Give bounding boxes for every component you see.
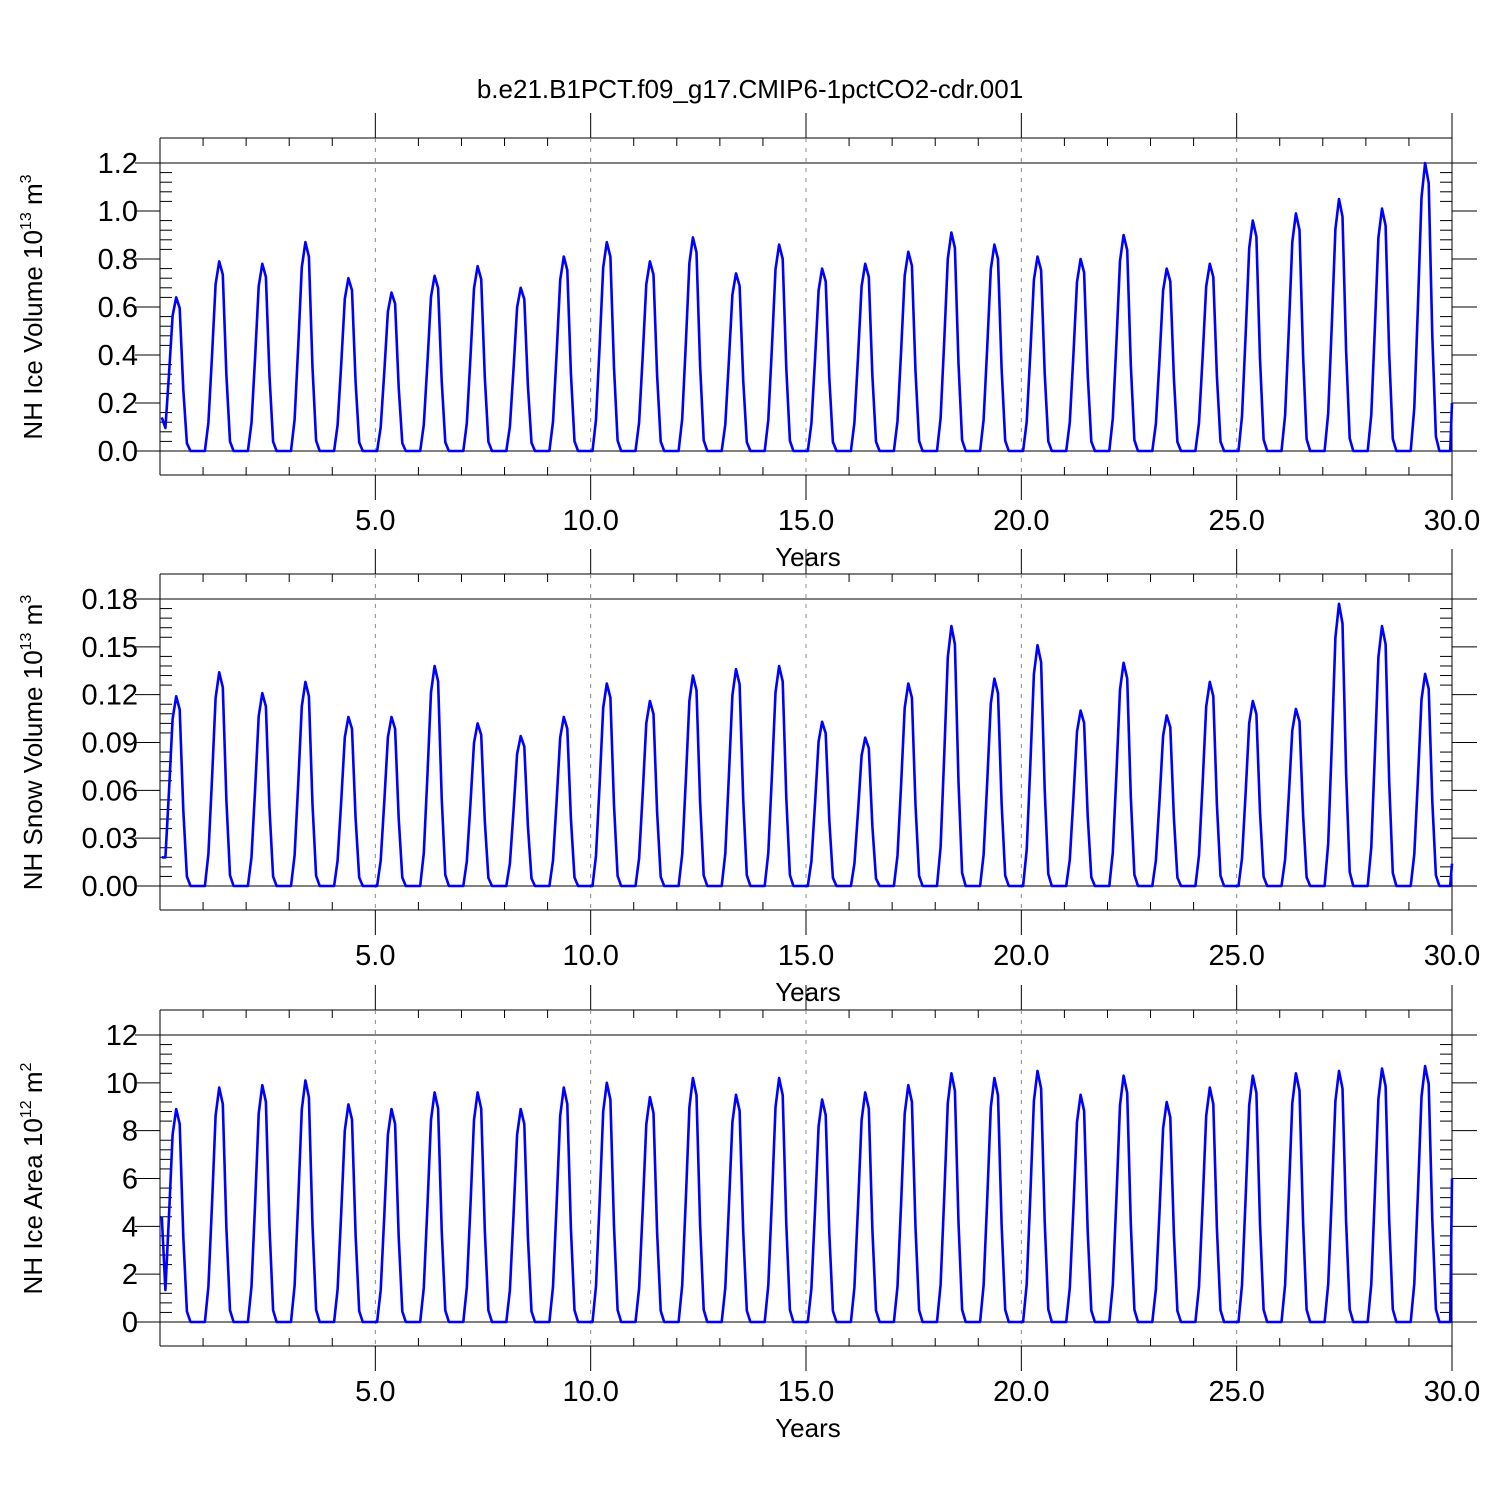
y-axis-label: NH Ice Volume 1013 m3 [18,174,48,439]
y-tick-label: 0.2 [98,388,138,420]
series-line [160,161,1454,453]
y-axis-label-part: 12 [18,1100,35,1118]
x-axis-label: Years [775,1413,841,1443]
x-axis-label: Years [775,542,841,572]
series-line [160,1064,1454,1324]
y-tick-label: 0.09 [82,728,138,760]
y-axis-label-part: m [18,1071,48,1100]
y-axis-label: NH Snow Volume 1013 m3 [18,595,48,891]
y-tick-label: 0.18 [82,584,138,616]
x-tick-label: 25.0 [1208,1376,1264,1408]
y-axis-label-part: NH Ice Area 10 [18,1118,48,1294]
chart-panel-2: 0.00 0.03 0.06 0.09 0.12 0.15 0.18 5.0 10.0 15.0 2… [18,549,1480,1007]
figure-title: b.e21.B1PCT.f09_g17.CMIP6-1pctCO2-cdr.00… [476,74,1024,104]
y-axis-label-part: 2 [18,1062,35,1071]
x-tick-label: 20.0 [993,940,1049,972]
y-tick-label: 0.03 [82,823,138,855]
y-axis-label-part: NH Snow Volume 10 [18,650,48,890]
x-tick-label: 10.0 [562,940,618,972]
y-axis-label: NH Ice Area 1012 m2 [18,1062,48,1294]
y-tick-label: 4 [122,1211,138,1243]
x-tick-label: 10.0 [562,505,618,537]
y-tick-label: 0.15 [82,632,138,664]
x-tick-label: 20.0 [993,505,1049,537]
y-tick-label: 0.0 [98,436,138,468]
y-tick-label: 1.0 [98,196,138,228]
x-tick-label: 25.0 [1208,940,1264,972]
x-tick-label: 20.0 [993,1376,1049,1408]
x-tick-label: 15.0 [778,1376,834,1408]
y-tick-label: 0.4 [98,340,138,372]
y-tick-label: 0.00 [82,871,138,903]
y-tick-label: 0 [122,1307,138,1339]
x-tick-label: 30.0 [1424,1376,1480,1408]
x-tick-label: 5.0 [355,505,395,537]
y-axis-label-part: m [18,604,48,633]
x-tick-label: 30.0 [1424,505,1480,537]
chart-panel-1: 0.0 0.2 0.4 0.6 0.8 1.0 1.2 5.0 10.0 15.0 20.0 25.0… [18,113,1480,572]
x-tick-label: 5.0 [355,940,395,972]
y-tick-label: 6 [122,1164,138,1196]
y-tick-label: 0.06 [82,775,138,807]
y-tick-label: 10 [106,1068,138,1100]
y-tick-label: 2 [122,1259,138,1291]
y-axis-label-part: 13 [18,212,35,230]
y-tick-label: 1.2 [98,148,138,180]
x-tick-label: 25.0 [1208,505,1264,537]
y-tick-label: 8 [122,1116,138,1148]
x-tick-label: 15.0 [778,505,834,537]
chart-panel-3: 0 2 4 6 8 10 12 5.0 10.0 15.0 20.0 25.0 30.0 Years NH … [18,985,1480,1443]
series-line [161,602,1454,888]
x-tick-label: 10.0 [562,1376,618,1408]
y-tick-label: 0.6 [98,292,138,324]
y-axis-label-part: 13 [18,632,35,650]
x-tick-label: 15.0 [778,940,834,972]
x-axis-label: Years [775,977,841,1007]
y-tick-label: 0.12 [82,680,138,712]
x-tick-label: 30.0 [1424,940,1480,972]
y-tick-label: 12 [106,1020,138,1052]
y-tick-label: 0.8 [98,244,138,276]
y-axis-label-part: m [18,183,48,212]
y-axis-label-part: NH Ice Volume 10 [18,230,48,440]
y-axis-label-part: 3 [18,595,35,604]
x-tick-label: 5.0 [355,1376,395,1408]
y-axis-label-part: 3 [18,174,35,183]
